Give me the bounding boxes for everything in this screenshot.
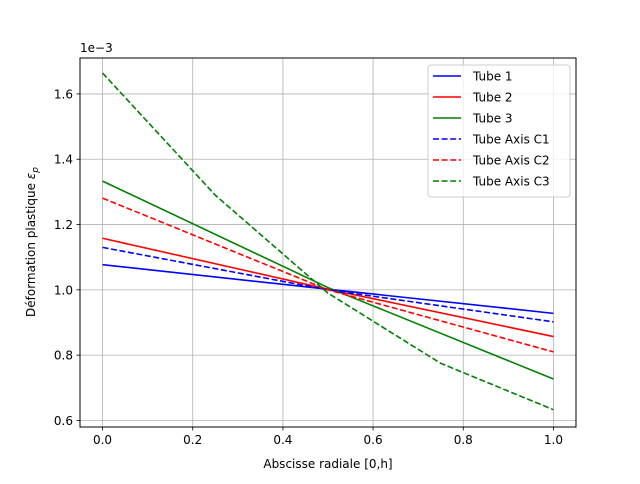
legend-label-6: Tube Axis C3: [472, 175, 550, 189]
y-axis-label: Déformation plastique εp: [24, 167, 41, 317]
y-axis-label-symbol: ε: [24, 172, 38, 179]
legend: Tube 1 Tube 2 Tube 3 Tube Axis C1 Tube Axis …: [427, 64, 571, 198]
y-axis-label-subscript: p: [31, 167, 41, 174]
legend-label-5: Tube Axis C2: [472, 154, 550, 168]
x-tick-label: 0.0: [93, 433, 112, 447]
legend-label-2: Tube 2: [472, 91, 513, 105]
y-offset-text: 1e−3: [80, 41, 113, 55]
y-axis-label-text: Déformation plastique: [24, 179, 38, 317]
x-tick-label: 1.0: [544, 433, 563, 447]
y-tick-label: 0.6: [54, 414, 73, 428]
y-tick-label: 1.6: [54, 87, 73, 101]
legend-box: [427, 64, 571, 198]
series-line-5: [102, 197, 554, 353]
x-tick-label: 0.8: [454, 433, 473, 447]
plot-frame: [79, 57, 577, 428]
series-line-3: [102, 180, 554, 380]
x-tick-label: 0.2: [183, 433, 202, 447]
x-tick-label: 0.4: [273, 433, 292, 447]
y-tick-label: 1.4: [54, 153, 73, 167]
x-axis-label: Abscisse radiale [0,h]: [263, 457, 392, 471]
x-tick-label: 0.6: [364, 433, 383, 447]
series-line-6: [101, 72, 554, 411]
legend-label-4: Tube Axis C1: [472, 133, 550, 147]
x-axis-ticks: 0.0 0.2 0.4 0.6 0.8 1.0: [93, 427, 563, 447]
legend-label-3: Tube 3: [472, 112, 513, 126]
y-tick-label: 0.8: [54, 349, 73, 363]
y-tick-label: 1.2: [54, 218, 73, 232]
y-tick-label: 1.0: [54, 283, 73, 297]
y-axis-ticks: 0.6 0.8 1.0 1.2 1.4 1.6: [54, 87, 80, 428]
series-lines: [101, 72, 554, 411]
legend-label-1: Tube 1: [472, 70, 513, 84]
